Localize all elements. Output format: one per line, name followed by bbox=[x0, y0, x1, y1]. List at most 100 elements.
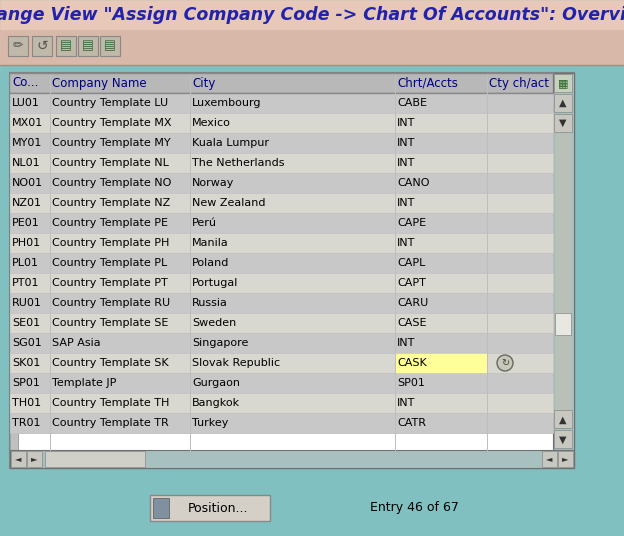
Text: Country Template PL: Country Template PL bbox=[52, 258, 167, 268]
Bar bbox=[395, 353, 487, 373]
Text: Country Template NO: Country Template NO bbox=[52, 178, 172, 188]
Text: ►: ► bbox=[31, 455, 37, 464]
Text: Country Template PE: Country Template PE bbox=[52, 218, 168, 228]
Text: INT: INT bbox=[397, 158, 416, 168]
Text: Perú: Perú bbox=[192, 218, 217, 228]
Bar bbox=[10, 233, 553, 253]
Text: Mexico: Mexico bbox=[192, 118, 231, 128]
Text: PL01: PL01 bbox=[12, 258, 39, 268]
Bar bbox=[554, 410, 572, 428]
Text: Country Template SK: Country Template SK bbox=[52, 358, 168, 368]
Bar bbox=[10, 153, 553, 173]
Bar bbox=[100, 36, 120, 56]
Text: ▤: ▤ bbox=[60, 40, 72, 53]
Text: LU01: LU01 bbox=[12, 98, 40, 108]
Text: NZ01: NZ01 bbox=[12, 198, 42, 208]
Text: INT: INT bbox=[397, 198, 416, 208]
Bar bbox=[8, 36, 28, 56]
Text: CASE: CASE bbox=[397, 318, 426, 328]
Bar bbox=[10, 93, 553, 113]
Bar bbox=[45, 451, 145, 467]
Text: SP01: SP01 bbox=[12, 378, 40, 388]
Text: CASK: CASK bbox=[397, 358, 427, 368]
Bar bbox=[555, 133, 571, 410]
Bar bbox=[10, 450, 574, 468]
Bar bbox=[10, 293, 553, 313]
Text: ↺: ↺ bbox=[36, 39, 48, 53]
Text: INT: INT bbox=[397, 338, 416, 348]
Bar bbox=[10, 73, 553, 450]
Text: Country Template MX: Country Template MX bbox=[52, 118, 172, 128]
Text: Turkey: Turkey bbox=[192, 418, 228, 428]
Text: Country Template NZ: Country Template NZ bbox=[52, 198, 170, 208]
Text: Cty ch/act: Cty ch/act bbox=[489, 77, 549, 90]
Text: Position...: Position... bbox=[188, 502, 248, 515]
Text: Co...: Co... bbox=[12, 77, 38, 90]
Text: TH01: TH01 bbox=[12, 398, 41, 408]
Text: Norway: Norway bbox=[192, 178, 235, 188]
Bar bbox=[10, 273, 553, 293]
Text: NL01: NL01 bbox=[12, 158, 41, 168]
Text: Template JP: Template JP bbox=[52, 378, 116, 388]
Text: Change View "Assign Company Code -> Chart Of Accounts": Overview: Change View "Assign Company Code -> Char… bbox=[0, 6, 624, 24]
Bar bbox=[10, 193, 553, 213]
Bar bbox=[10, 313, 553, 333]
Text: Manila: Manila bbox=[192, 238, 229, 248]
Text: CANO: CANO bbox=[397, 178, 429, 188]
Bar bbox=[10, 173, 553, 193]
Text: Country Template TR: Country Template TR bbox=[52, 418, 168, 428]
Bar bbox=[10, 353, 553, 373]
Text: Kuala Lumpur: Kuala Lumpur bbox=[192, 138, 269, 148]
Bar bbox=[0, 65, 624, 536]
Bar bbox=[10, 133, 553, 153]
Text: ▼: ▼ bbox=[559, 435, 567, 445]
Text: INT: INT bbox=[397, 398, 416, 408]
Text: INT: INT bbox=[397, 238, 416, 248]
Text: INT: INT bbox=[397, 118, 416, 128]
Text: Country Template LU: Country Template LU bbox=[52, 98, 168, 108]
Text: CAPT: CAPT bbox=[397, 278, 426, 288]
Bar bbox=[10, 73, 574, 468]
Text: Country Template PT: Country Template PT bbox=[52, 278, 168, 288]
Circle shape bbox=[497, 355, 513, 371]
Text: The Netherlands: The Netherlands bbox=[192, 158, 285, 168]
Text: RU01: RU01 bbox=[12, 298, 42, 308]
Text: SK01: SK01 bbox=[12, 358, 41, 368]
Text: TR01: TR01 bbox=[12, 418, 41, 428]
Text: ↻: ↻ bbox=[501, 358, 509, 368]
Text: CAPE: CAPE bbox=[397, 218, 426, 228]
Bar bbox=[10, 73, 553, 93]
Bar bbox=[554, 430, 572, 448]
Text: Poland: Poland bbox=[192, 258, 230, 268]
Text: ◄: ◄ bbox=[546, 455, 553, 464]
Text: PE01: PE01 bbox=[12, 218, 40, 228]
Bar bbox=[553, 73, 574, 450]
Bar bbox=[10, 73, 18, 450]
Text: CARU: CARU bbox=[397, 298, 428, 308]
Bar bbox=[10, 373, 553, 393]
Bar bbox=[0, 0, 624, 73]
Text: Bangkok: Bangkok bbox=[192, 398, 240, 408]
Text: ▲: ▲ bbox=[559, 415, 567, 425]
Bar bbox=[153, 498, 169, 518]
Bar bbox=[10, 253, 553, 273]
Bar bbox=[150, 495, 270, 521]
Bar bbox=[558, 451, 573, 467]
Text: SE01: SE01 bbox=[12, 318, 40, 328]
Bar bbox=[27, 451, 42, 467]
Text: Country Template TH: Country Template TH bbox=[52, 398, 169, 408]
Text: Luxembourg: Luxembourg bbox=[192, 98, 261, 108]
Text: ✏: ✏ bbox=[12, 40, 23, 53]
Text: Portugal: Portugal bbox=[192, 278, 238, 288]
Text: Slovak Republic: Slovak Republic bbox=[192, 358, 280, 368]
Text: NO01: NO01 bbox=[12, 178, 43, 188]
Text: MX01: MX01 bbox=[12, 118, 43, 128]
Text: ▤: ▤ bbox=[82, 40, 94, 53]
Text: ▼: ▼ bbox=[559, 118, 567, 128]
Text: Country Template MY: Country Template MY bbox=[52, 138, 170, 148]
Text: New Zealand: New Zealand bbox=[192, 198, 265, 208]
Text: SG01: SG01 bbox=[12, 338, 42, 348]
Bar bbox=[78, 36, 98, 56]
Text: ▲: ▲ bbox=[559, 98, 567, 108]
Text: Country Template RU: Country Template RU bbox=[52, 298, 170, 308]
